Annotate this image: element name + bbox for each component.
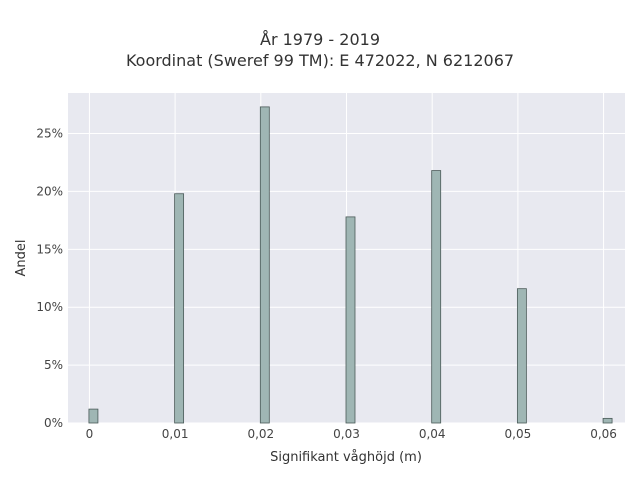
y-axis-title: Andel xyxy=(14,240,29,277)
y-tick-label: 0% xyxy=(44,416,63,430)
x-tick-label: 0,06 xyxy=(590,427,617,441)
x-tick-label: 0,01 xyxy=(162,427,189,441)
bars-group xyxy=(88,106,613,424)
y-tick-label: 5% xyxy=(44,358,63,372)
y-tick-label: 25% xyxy=(36,127,63,141)
x-tick-label: 0,03 xyxy=(333,427,360,441)
bar-0,05 xyxy=(516,288,527,424)
x-tick-label: 0,04 xyxy=(419,427,446,441)
chart-title-line-2: Koordinat (Sweref 99 TM): E 472022, N 62… xyxy=(125,51,515,70)
y-axis-ticks: 0% 5% 10% 15% 20% 25% xyxy=(36,127,63,430)
x-tick-label: 0,05 xyxy=(505,427,532,441)
bar-0 xyxy=(88,408,99,424)
x-tick-label: 0,02 xyxy=(247,427,274,441)
bar-0,01 xyxy=(174,193,185,424)
y-tick-label: 10% xyxy=(36,300,63,314)
bar-0,02 xyxy=(259,106,270,424)
x-tick-label: 0 xyxy=(86,427,94,441)
y-tick-label: 20% xyxy=(36,184,63,198)
bar-0,03 xyxy=(345,216,356,424)
bar-0,06 xyxy=(602,417,613,424)
bar-0,04 xyxy=(431,170,442,424)
x-axis-ticks: 0 0,01 0,02 0,03 0,04 0,05 0,06 xyxy=(86,427,617,441)
chart-title-line-1: År 1979 - 2019 xyxy=(260,30,380,49)
y-tick-label: 15% xyxy=(36,242,63,256)
x-axis-title: Signifikant våghöjd (m) xyxy=(270,450,422,465)
